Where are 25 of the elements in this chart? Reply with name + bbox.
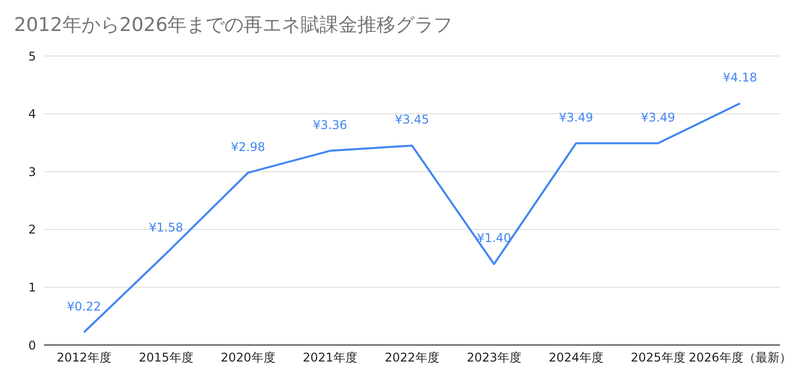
y-tick-label: 2 — [28, 222, 36, 237]
x-tick-label: 2015年度 — [138, 350, 194, 365]
y-tick-label: 5 — [28, 49, 36, 64]
y-tick-label: 1 — [28, 280, 36, 294]
x-tick-label: 2023年度 — [466, 350, 522, 365]
x-tick-label: 2022年度 — [384, 350, 440, 365]
data-label: ¥1.58 — [148, 220, 184, 235]
data-label: ¥3.45 — [394, 112, 430, 127]
y-tick-label: 4 — [28, 107, 36, 122]
data-label: ¥3.49 — [640, 110, 676, 124]
x-tick-label: 2012年度 — [56, 350, 112, 365]
chart-title: 2012年から2026年までの再エネ賦課金推移グラフ — [14, 13, 453, 38]
data-label: ¥0.22 — [66, 299, 102, 314]
x-tick-label: 2024年度 — [548, 350, 604, 365]
data-label: ¥4.18 — [722, 70, 758, 84]
x-tick-label: 2025年度 — [630, 350, 686, 365]
x-tick-label: 2020年度 — [220, 350, 276, 365]
data-label: ¥3.36 — [312, 118, 348, 132]
x-tick-label: 2021年度 — [302, 350, 358, 365]
x-tick-label: 2026年度（最新） — [688, 350, 792, 365]
y-tick-label: 0 — [28, 338, 36, 352]
data-label: ¥1.40 — [476, 231, 512, 246]
y-tick-label: 3 — [28, 164, 36, 179]
data-label: ¥3.49 — [558, 110, 594, 124]
data-label: ¥2.98 — [230, 140, 266, 154]
